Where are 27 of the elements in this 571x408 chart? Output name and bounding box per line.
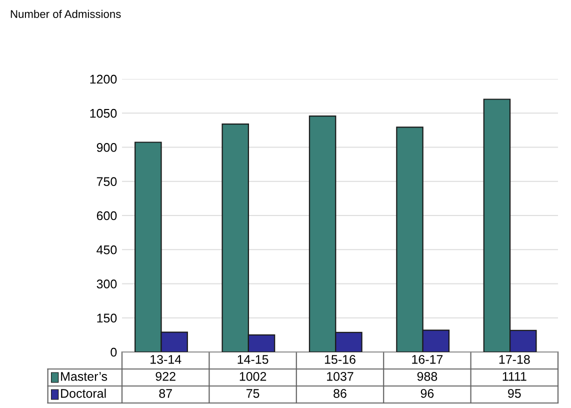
y-tick-label: 150 [97, 314, 117, 323]
y-tick-label: 1050 [90, 108, 117, 118]
data-label: 95 [508, 389, 521, 398]
y-tick-label: 1200 [90, 74, 117, 84]
data-label: 1037 [327, 372, 354, 381]
data-label: 75 [246, 389, 260, 398]
y-tick-label: 900 [96, 143, 117, 152]
data-label: 86 [334, 389, 346, 398]
y-tick-label: 300 [96, 280, 117, 288]
chart-title: Number of Admissions [10, 10, 121, 18]
data-label: 988 [417, 372, 438, 381]
y-tick-label: 450 [96, 245, 117, 254]
data-label: 87 [159, 389, 172, 398]
data-label: 922 [156, 372, 176, 381]
data-label: 1002 [240, 372, 266, 381]
x-tick-label: 14-15 [238, 355, 268, 364]
y-tick-label: 600 [96, 211, 117, 220]
data-label: 96 [420, 389, 434, 398]
legend-label: Doctoral [61, 388, 106, 398]
y-tick-label: 750 [96, 177, 117, 186]
x-tick-label: 17-18 [499, 355, 530, 364]
legend-label: Master’s [61, 372, 108, 381]
y-tick-label: 0 [110, 348, 117, 357]
x-tick-label: 16-17 [412, 355, 443, 364]
x-tick-label: 15-16 [324, 355, 356, 364]
x-tick-label: 13-14 [150, 355, 182, 364]
data-label: 1111 [502, 372, 526, 381]
